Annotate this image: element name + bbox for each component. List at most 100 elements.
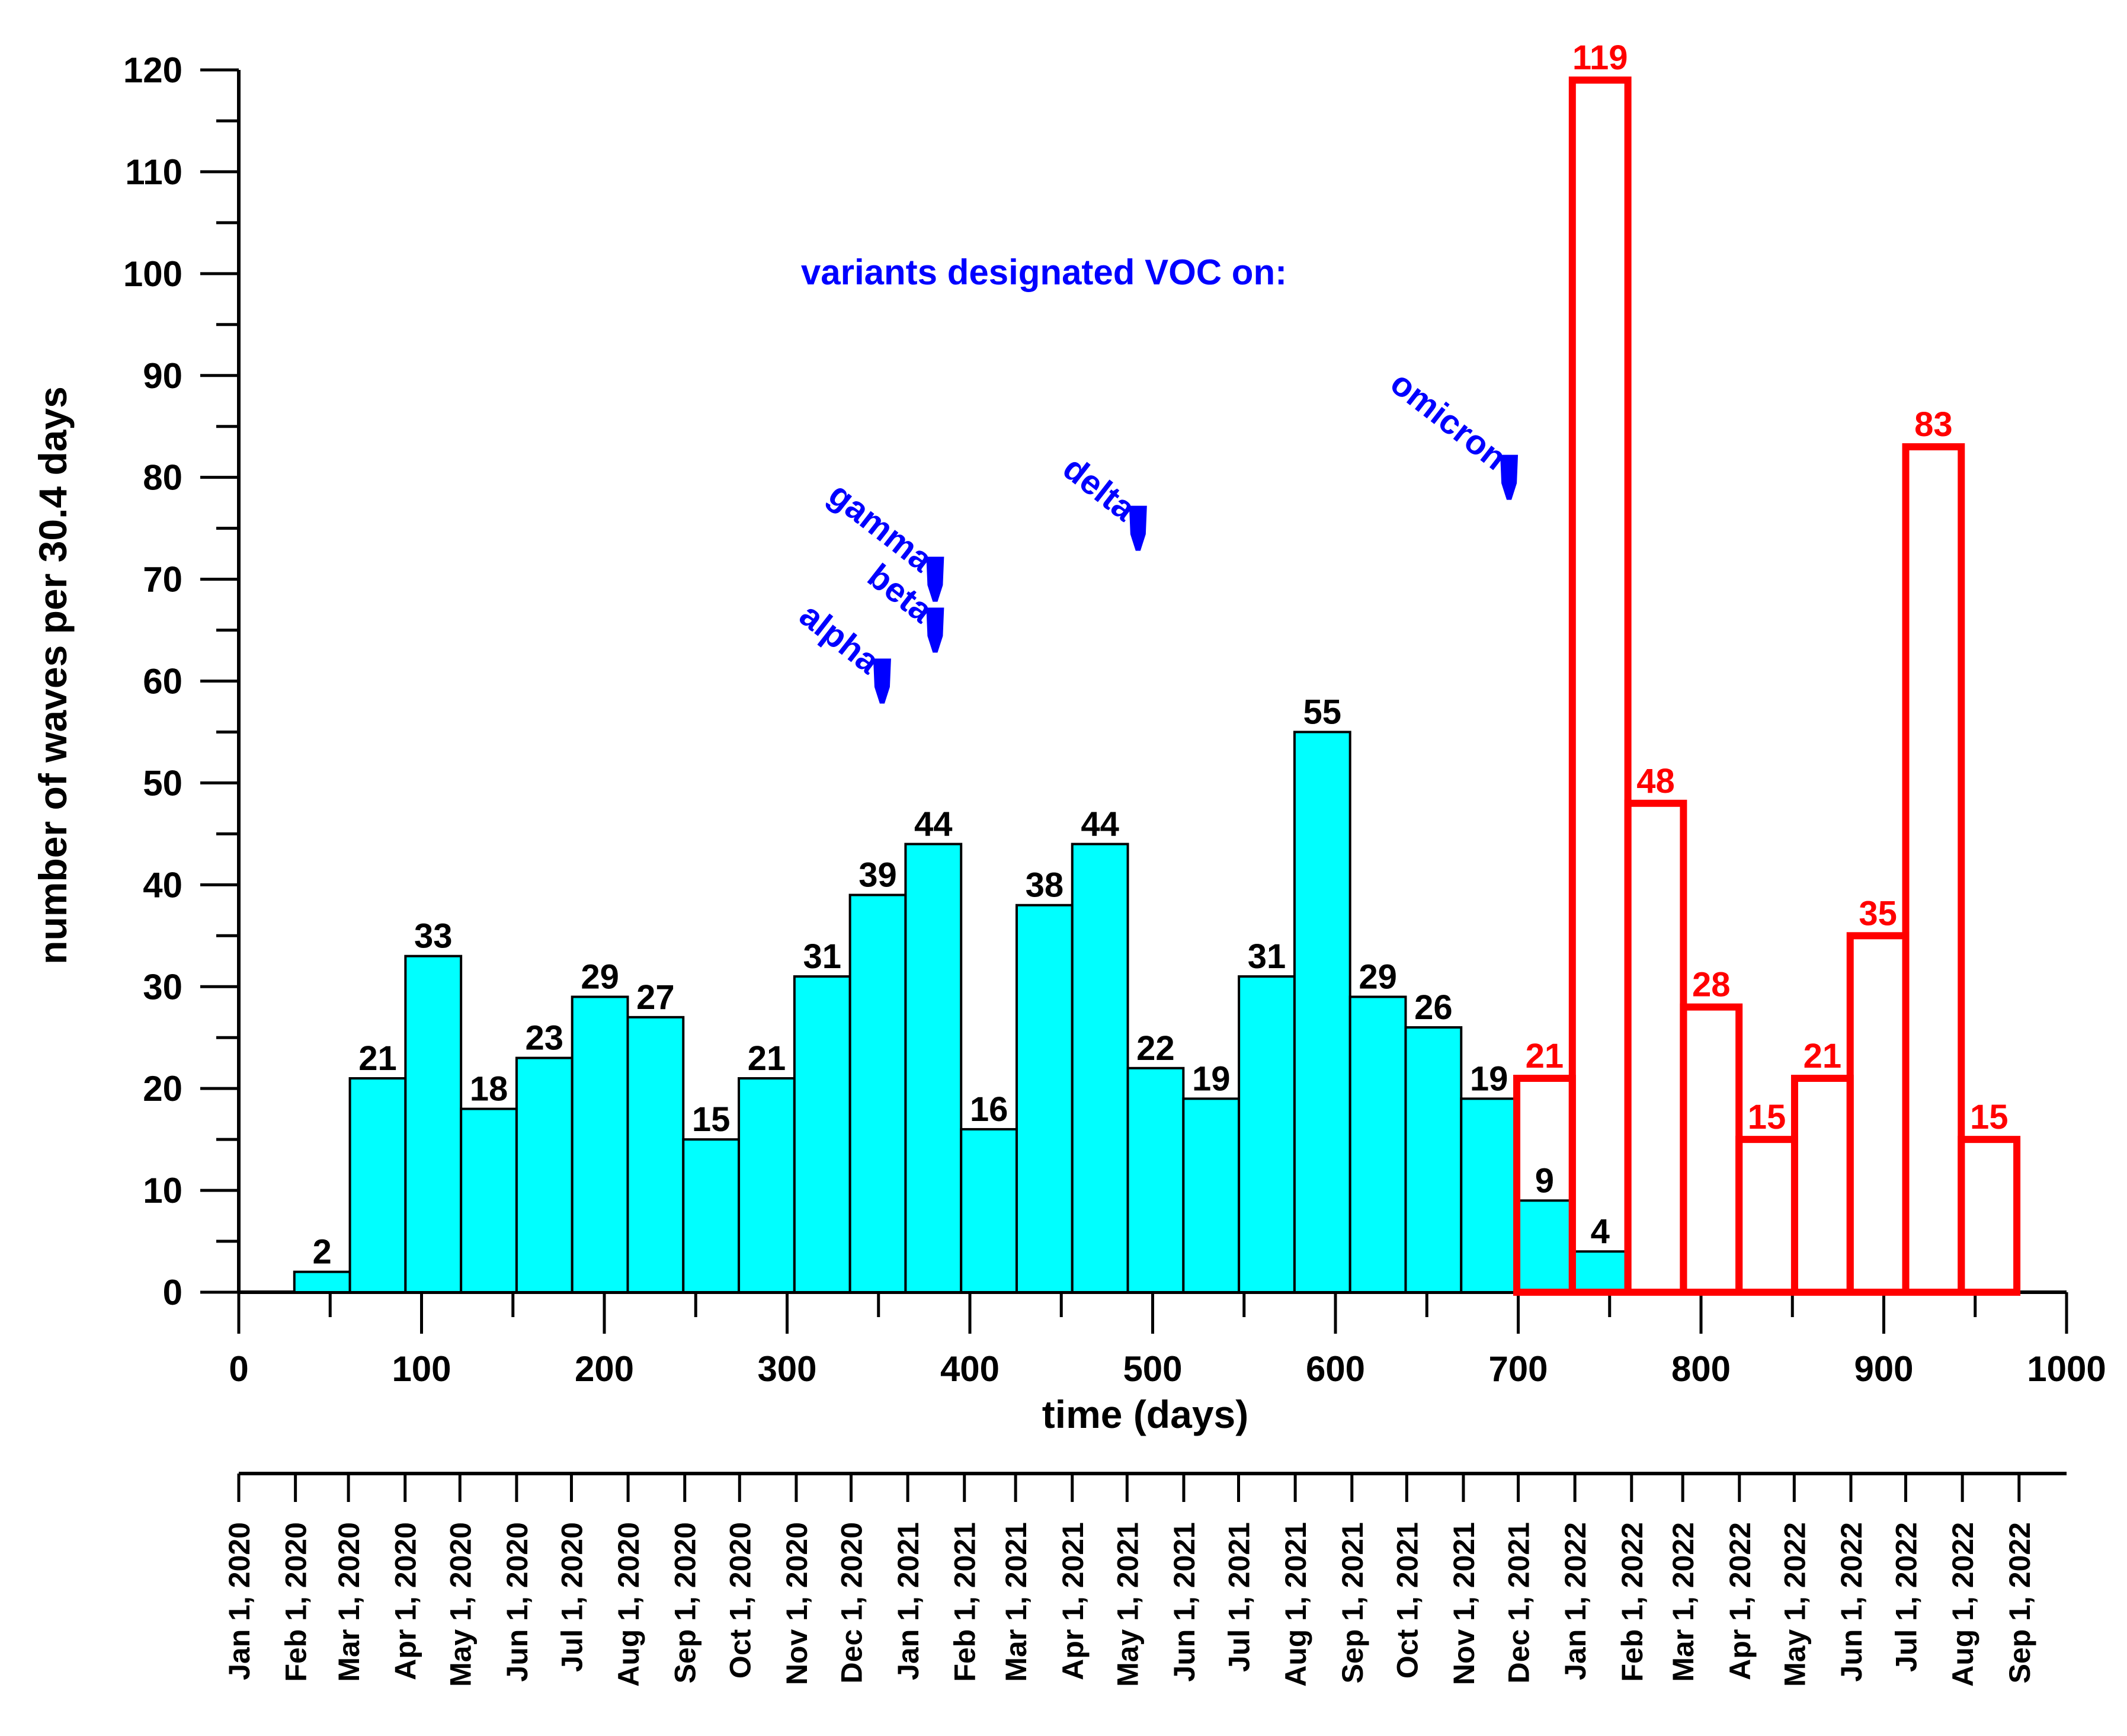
red-bar [1680, 1003, 1743, 1296]
y-tick-label: 90 [143, 356, 182, 396]
cyan-bar-label: 22 [1136, 1029, 1175, 1068]
date-tick-label: Mar 1, 2022 [1667, 1522, 1700, 1682]
cyan-bar-label: 55 [1303, 693, 1342, 731]
cyan-bar-label: 33 [414, 917, 453, 956]
x-tick-label: 1000 [2027, 1349, 2106, 1389]
cyan-bar [1293, 731, 1351, 1294]
cyan-bar [793, 975, 851, 1293]
first-period-bars [293, 731, 1629, 1294]
cyan-bar [1348, 995, 1407, 1293]
cyan-bar [1571, 1250, 1629, 1294]
y-tick-label: 100 [123, 254, 182, 294]
x-tick-label: 200 [575, 1349, 634, 1389]
cyan-bar [682, 1138, 741, 1293]
cyan-bar-label: 2 [313, 1233, 332, 1271]
red-bar-label: 83 [1914, 405, 1953, 444]
cyan-bar-label: 26 [1414, 988, 1453, 1027]
red-bar [1790, 1074, 1854, 1296]
cyan-bar-label: 21 [358, 1039, 397, 1078]
red-bar [1568, 76, 1632, 1296]
alpha-marker-icon [873, 658, 891, 704]
y-tick-label: 80 [143, 458, 182, 498]
cyan-bar [626, 1016, 685, 1293]
red-bar [1846, 932, 1910, 1296]
cyan-bar-label: 9 [1535, 1161, 1554, 1200]
y-tick-label: 10 [143, 1171, 182, 1210]
date-tick-label: Apr 1, 2020 [389, 1522, 422, 1680]
cyan-bar-label: 31 [803, 937, 841, 976]
cyan-bar [1071, 843, 1129, 1293]
cyan-bar [404, 955, 463, 1294]
x-tick-label: 700 [1488, 1349, 1548, 1389]
x-tick-label: 0 [229, 1349, 248, 1389]
x-tick-label: 100 [392, 1349, 451, 1389]
date-tick-label: Jan 1, 2021 [892, 1522, 925, 1680]
red-bar [1624, 799, 1687, 1296]
beta-marker-icon [926, 607, 944, 653]
date-tick-label: Feb 1, 2022 [1616, 1522, 1649, 1682]
date-tick-label: May 1, 2022 [1778, 1522, 1811, 1687]
red-bar [1735, 1136, 1798, 1296]
date-tick-label: Sep 1, 2022 [2003, 1522, 2036, 1683]
red-bar-label: 28 [1692, 966, 1731, 1004]
date-tick-label: Sep 1, 2021 [1336, 1522, 1369, 1683]
y-tick-label: 30 [143, 967, 182, 1007]
cyan-bar-label: 19 [1192, 1059, 1231, 1098]
x-tick-label: 300 [757, 1349, 816, 1389]
red-bar-label: 15 [1748, 1098, 1786, 1136]
cyan-bar-label: 23 [526, 1019, 564, 1058]
red-bar-label: 48 [1636, 762, 1675, 800]
y-tick-label: 110 [125, 152, 182, 192]
cyan-bar [293, 1270, 351, 1294]
cyan-bar-label: 39 [859, 856, 897, 895]
alpha-label: alpha [793, 595, 888, 681]
red-bar-label: 15 [1970, 1098, 2009, 1136]
cyan-bar-label: 19 [1470, 1059, 1508, 1098]
y-axis-title: number of waves per 30.4 days [31, 386, 75, 965]
y-tick-label: 50 [143, 763, 182, 803]
date-tick-label: Jul 1, 2021 [1222, 1522, 1255, 1672]
cyan-bar [1182, 1097, 1241, 1293]
red-bar-label: 21 [1804, 1037, 1842, 1075]
date-tick-label: Oct 1, 2020 [723, 1522, 757, 1679]
date-tick-label: Jan 1, 2022 [1559, 1522, 1592, 1680]
cyan-bar [515, 1056, 574, 1293]
x-tick-label: 600 [1306, 1349, 1365, 1389]
cyan-bar-label: 18 [470, 1070, 508, 1109]
cyan-bar-label: 38 [1026, 866, 1064, 905]
cyan-bar-label: 21 [748, 1039, 786, 1078]
date-tick-label: Apr 1, 2022 [1724, 1522, 1757, 1680]
y-tick-label: 20 [143, 1069, 182, 1109]
x-axis: 0 100 200 300 400 500 600 700 800 900 1000 [229, 1290, 2106, 1389]
cyan-bar [738, 1077, 796, 1293]
y-tick-label: 70 [143, 560, 182, 600]
cyan-bar [460, 1107, 518, 1294]
date-tick-label: May 1, 2021 [1111, 1522, 1144, 1687]
cyan-bar [1126, 1066, 1185, 1293]
cyan-bar-label: 44 [914, 805, 953, 844]
red-bar-label: 21 [1526, 1037, 1564, 1075]
y-axis: 0 10 20 30 40 50 60 70 80 90 100 110 120 [123, 50, 241, 1312]
delta-marker-icon [1129, 505, 1147, 551]
date-tick-label: Apr 1, 2021 [1056, 1522, 1090, 1680]
red-bar [1902, 443, 1965, 1296]
x-tick-label: 500 [1123, 1349, 1182, 1389]
date-tick-label: Oct 1, 2021 [1391, 1522, 1424, 1679]
cyan-bar [1516, 1199, 1574, 1294]
bar-value-labels: 2 21 33 18 23 29 27 15 21 31 39 44 16 38 44 22 19 31 55 29 2… [313, 39, 2009, 1271]
cyan-bar [1015, 904, 1074, 1293]
date-tick-label: Nov 1, 2021 [1447, 1522, 1481, 1685]
cyan-bar [1404, 1026, 1463, 1294]
date-tick-label: Jun 1, 2020 [501, 1522, 534, 1682]
date-tick-label: Jul 1, 2022 [1890, 1522, 1923, 1672]
cyan-bar [848, 893, 907, 1293]
y-tick-label: 120 [123, 50, 182, 90]
red-bar-label: 119 [1572, 39, 1628, 77]
x-tick-label: 400 [940, 1349, 1000, 1389]
cyan-bar-label: 4 [1591, 1212, 1610, 1251]
cyan-bar-label: 29 [581, 957, 619, 996]
annotation-heading: variants designated VOC on: [801, 252, 1287, 292]
date-tick-label: Mar 1, 2021 [1000, 1522, 1033, 1682]
cyan-bar-label: 29 [1359, 957, 1397, 996]
